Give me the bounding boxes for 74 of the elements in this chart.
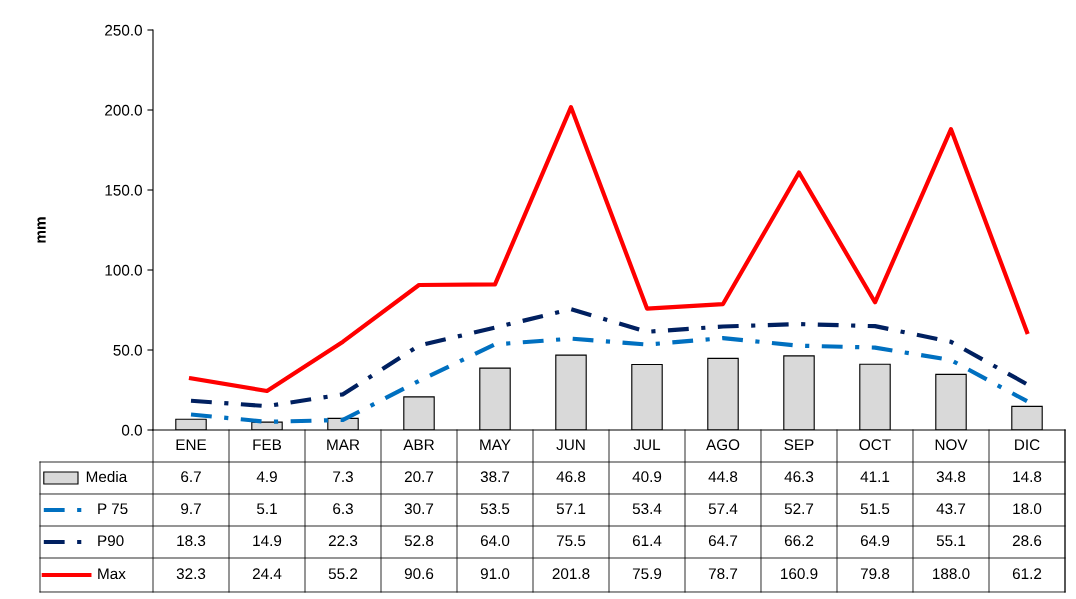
data-label: 6.7: [181, 471, 201, 483]
x-tick-label: MAY: [480, 439, 511, 450]
y-tick-label: 250.0: [105, 24, 142, 36]
legend-label: Max: [98, 568, 126, 580]
data-label: 57.1: [556, 503, 586, 515]
data-label: 14.8: [1013, 471, 1042, 483]
data-label: 18.0: [1013, 503, 1042, 515]
data-label: 78.7: [708, 568, 738, 580]
y-tick-label: 0.0: [121, 424, 142, 436]
data-label: 30.7: [404, 503, 434, 515]
data-label: 52.7: [784, 503, 814, 515]
data-label: 7.3: [333, 471, 353, 483]
data-label: 5.1: [256, 503, 277, 515]
data-label: 40.9: [632, 471, 662, 483]
data-label: 66.2: [784, 535, 814, 547]
x-tick-label: ABR: [403, 439, 434, 450]
data-label: 34.8: [936, 471, 966, 483]
data-label: 43.7: [936, 503, 966, 515]
data-label: 14.9: [253, 535, 282, 547]
y-tick-label: 100.0: [105, 264, 142, 276]
x-tick-label: OCT: [859, 439, 891, 451]
data-label: 22.3: [328, 535, 358, 547]
data-label: 24.4: [252, 568, 282, 579]
x-tick-label: JUL: [633, 439, 661, 451]
data-label: 20.7: [404, 471, 434, 483]
y-tick-label: 50.0: [113, 344, 142, 356]
data-label: 4.9: [256, 471, 277, 483]
y-axis-title: mm: [37, 217, 46, 243]
data-label: 53.4: [632, 503, 662, 515]
x-tick-label: ENE: [176, 439, 207, 450]
data-label: 91.0: [480, 568, 510, 580]
data-label: 61.2: [1012, 568, 1042, 580]
data-label: 51.5: [860, 503, 890, 515]
data-label: 55.1: [936, 535, 966, 547]
data-label: 46.3: [784, 471, 814, 483]
x-tick-label: JUN: [556, 439, 585, 451]
data-label: 90.6: [404, 568, 434, 580]
x-tick-label: DIC: [1015, 439, 1040, 451]
data-label: 57.4: [708, 503, 738, 515]
y-tick-label: 200.0: [105, 104, 142, 116]
data-label: 55.2: [328, 568, 358, 580]
data-label: 160.9: [781, 568, 818, 580]
data-label: 46.8: [556, 471, 586, 483]
data-label: 41.1: [860, 471, 890, 482]
data-label: 64.9: [860, 535, 890, 547]
y-tick-label: 150.0: [105, 184, 142, 196]
legend-label: P 75: [98, 503, 128, 515]
data-label: 61.4: [632, 535, 662, 547]
data-label: 52.8: [404, 535, 434, 547]
data-label: 75.9: [632, 568, 662, 580]
data-label: 64.0: [480, 535, 510, 547]
line-series: [188, 307, 1030, 409]
legend-label: P90: [98, 535, 124, 547]
data-label: 201.8: [552, 568, 590, 580]
x-tick-label: NOV: [935, 439, 968, 451]
data-label: 18.3: [177, 535, 206, 547]
data-label: 9.7: [181, 503, 201, 515]
x-tick-label: AGO: [706, 439, 740, 451]
x-tick-label: MAR: [327, 439, 360, 450]
data-label: 38.7: [480, 471, 510, 483]
data-label: 188.0: [933, 568, 970, 580]
line-series: [188, 336, 1030, 424]
data-label: 75.5: [556, 535, 586, 547]
data-label: 79.8: [860, 568, 890, 580]
x-tick-label: SEP: [784, 439, 814, 451]
data-label: 44.8: [708, 471, 738, 483]
data-label: 32.3: [176, 568, 206, 580]
data-label: 64.7: [708, 535, 738, 547]
x-tick-label: FEB: [253, 439, 282, 450]
data-label: 28.6: [1012, 535, 1042, 547]
line-series: [188, 105, 1030, 394]
legend-label: Media: [86, 470, 128, 483]
data-label: 6.3: [333, 503, 353, 515]
data-label: 53.5: [480, 503, 510, 515]
